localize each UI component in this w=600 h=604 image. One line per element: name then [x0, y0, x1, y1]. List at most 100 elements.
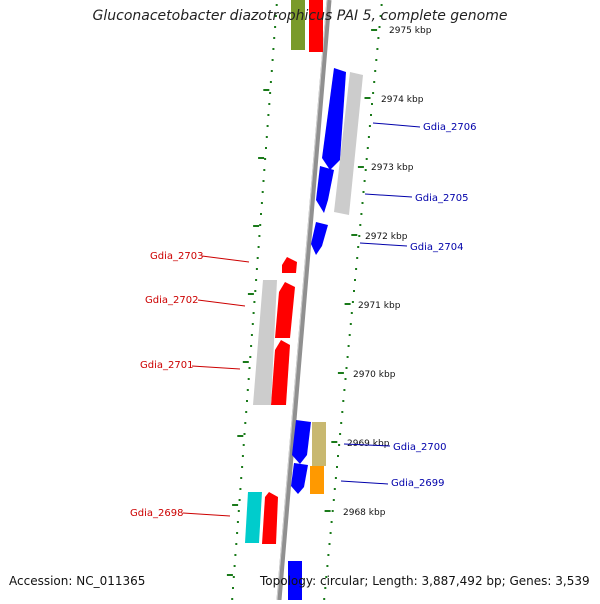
ring-dot	[248, 367, 251, 369]
ring-dot	[324, 587, 327, 589]
ring-dot	[327, 554, 330, 556]
ring-dot	[368, 125, 371, 127]
gene-label-gdia-2704[interactable]: Gdia_2704	[410, 242, 463, 253]
ring-tick	[344, 303, 351, 305]
tick-label: 2973 kbp	[371, 163, 414, 173]
gene-gdia-2705[interactable]	[316, 166, 334, 213]
gene-gdia-2699[interactable]	[291, 463, 308, 494]
ring-tick	[371, 29, 378, 31]
leader-line	[343, 443, 391, 447]
ring-dot	[329, 532, 332, 534]
feature-red-top[interactable]	[309, 0, 323, 52]
ring-dot	[355, 268, 358, 270]
gene-label-gdia-2699[interactable]: Gdia_2699	[391, 478, 444, 489]
ring-dot	[371, 103, 373, 105]
ring-dot	[245, 411, 248, 413]
ring-dot	[273, 37, 276, 39]
ring-dot	[251, 323, 254, 325]
map-title: Gluconacetobacter diazotrophicus PAI 5, …	[92, 8, 508, 24]
leader-line	[340, 480, 389, 485]
leader-line	[182, 512, 231, 517]
gene-label-gdia-2700[interactable]: Gdia_2700	[393, 442, 446, 453]
ring-dot	[363, 180, 366, 182]
ring-dot	[275, 4, 278, 6]
ring-dot	[270, 70, 273, 72]
ring-tick	[226, 574, 233, 576]
gene-label-gdia-2703[interactable]: Gdia_2703	[150, 251, 203, 262]
ring-tick	[351, 234, 358, 236]
feature-cyan[interactable]	[245, 492, 262, 543]
ring-dot	[358, 235, 361, 237]
tick-label: 2969 kbp	[347, 439, 390, 449]
ring-dot	[267, 114, 270, 116]
ring-dot	[338, 444, 341, 446]
gene-gdia-2702[interactable]	[275, 282, 295, 338]
feature-orange[interactable]	[310, 466, 324, 494]
tick-label: 2970 kbp	[353, 370, 396, 380]
tick-label: 2975 kbp	[389, 26, 432, 36]
gene-gdia-2704[interactable]	[311, 222, 328, 255]
ring-dot	[244, 422, 247, 424]
ring-dot	[359, 224, 362, 226]
ring-dot	[241, 455, 244, 457]
ring-dot	[257, 246, 260, 248]
tick-label: 2974 kbp	[381, 95, 424, 105]
ring-dot	[373, 81, 376, 83]
pseudo-gray-1[interactable]	[334, 72, 363, 215]
gene-gdia-2701[interactable]	[271, 340, 290, 405]
ring-dot	[269, 81, 272, 83]
tick-label: 2968 kbp	[343, 508, 386, 518]
ring-dot	[246, 400, 248, 402]
ring-dot	[365, 158, 368, 160]
ring-dot	[246, 389, 249, 391]
ring-dot	[336, 466, 338, 468]
ring-dot	[334, 477, 337, 479]
ring-tick	[337, 372, 344, 374]
feature-olive[interactable]	[291, 0, 305, 50]
ring-dot	[268, 103, 271, 105]
ring-dot	[254, 290, 257, 292]
gene-label-gdia-2701[interactable]: Gdia_2701	[140, 360, 193, 371]
feature-blue-bottom[interactable]	[288, 561, 302, 600]
ring-tick	[237, 435, 244, 437]
ring-dot	[360, 213, 363, 215]
gene-gdia-2700[interactable]	[292, 420, 311, 464]
gene-gdia-2706[interactable]	[322, 68, 346, 170]
pseudo-gray-2[interactable]	[253, 280, 277, 405]
ring-dot	[260, 202, 263, 204]
ring-dot	[250, 334, 253, 336]
gene-gdia-2703[interactable]	[282, 257, 297, 273]
ring-dot	[331, 510, 334, 512]
ring-tick	[253, 225, 260, 227]
ring-dot	[261, 191, 264, 193]
ring-dot	[236, 532, 239, 534]
ring-dot	[342, 400, 345, 402]
gene-label-gdia-2698[interactable]: Gdia_2698	[130, 508, 183, 519]
ring-dot	[264, 158, 267, 160]
accession-text: Accession: NC_011365	[9, 574, 146, 588]
ring-dot	[349, 323, 352, 325]
tick-label: 2971 kbp	[358, 301, 401, 311]
ring-dot	[265, 147, 267, 149]
leader-line	[364, 193, 413, 198]
feature-khaki[interactable]	[312, 422, 326, 466]
ring-dot	[356, 257, 359, 259]
ring-dot	[375, 59, 378, 61]
ring-dot	[258, 235, 261, 237]
ring-tick	[263, 89, 270, 91]
ring-dot	[344, 378, 347, 380]
leader-line	[201, 255, 250, 263]
ring-tick	[357, 166, 364, 168]
ring-dot	[234, 554, 237, 556]
gene-label-gdia-2706[interactable]: Gdia_2706	[423, 122, 476, 133]
gene-label-gdia-2705[interactable]: Gdia_2705	[415, 193, 468, 204]
ring-dot	[274, 26, 277, 28]
leader-line	[372, 122, 421, 128]
ring-dot	[337, 455, 339, 457]
gene-label-gdia-2702[interactable]: Gdia_2702	[145, 295, 198, 306]
ring-dot	[253, 301, 256, 303]
ring-dot	[341, 411, 344, 413]
ring-dot	[240, 477, 243, 479]
leader-line	[191, 365, 241, 370]
gene-gdia-2698[interactable]	[262, 492, 278, 544]
